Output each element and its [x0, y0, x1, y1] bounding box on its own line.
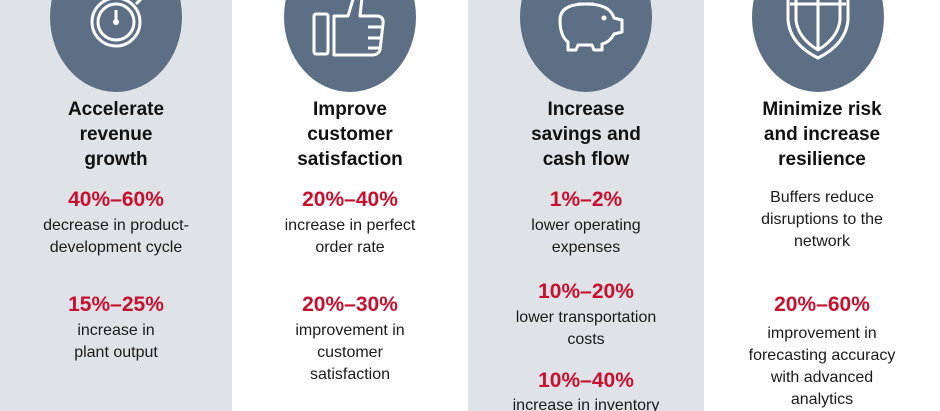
metric-description: improvement in customer satisfaction — [295, 322, 405, 383]
metric-value: 20%–30% — [302, 293, 398, 316]
metric-value: 20%–40% — [302, 188, 398, 211]
metric-description: improvement in forecasting accuracy with a… — [748, 325, 896, 408]
icon-circle — [50, 0, 182, 92]
metric-value: 10%–40% — [538, 369, 634, 392]
thumbs-up-icon — [312, 0, 385, 57]
metric-description: Buffers reduce disruptions to the network — [761, 189, 883, 250]
stopwatch-icon — [90, 0, 143, 48]
metric-value: 20%–60% — [774, 293, 870, 316]
metric-value: 1%–2% — [549, 188, 623, 211]
metric-value: 10%–20% — [538, 280, 634, 303]
metric-description: increase in plant output — [74, 322, 158, 361]
metric-value: 15%–25% — [68, 293, 164, 316]
piggy-bank-icon — [558, 2, 624, 52]
column-risk-resilience: Minimize risk and increase resilience Buff… — [704, 0, 940, 411]
icon-circle — [284, 0, 416, 92]
column-title: Improve customer satisfaction — [297, 99, 403, 170]
metric-description: lower transportation costs — [515, 309, 657, 348]
column-title: Minimize risk and increase resilience — [762, 99, 882, 170]
column-revenue-growth: Accelerate revenue growth 40%–60% decrease… — [0, 0, 232, 411]
icon-circle — [520, 0, 652, 92]
metric-description: lower operating expenses — [531, 217, 641, 256]
column-savings-cash-flow: Increase savings and cash flow 1%–2% lower… — [468, 0, 704, 411]
metric-value: 40%–60% — [68, 188, 164, 211]
shield-icon — [786, 0, 850, 60]
metric-description: increase in inventory — [512, 397, 660, 411]
metric-description: increase in perfect order rate — [284, 217, 416, 256]
column-customer-satisfaction: Improve customer satisfaction 20%–40% incr… — [232, 0, 468, 411]
icon-circle — [752, 0, 884, 92]
column-title: Accelerate revenue growth — [67, 99, 165, 170]
metric-description: decrease in product-development cycle — [43, 217, 189, 256]
column-title: Increase savings and cash flow — [531, 99, 641, 170]
